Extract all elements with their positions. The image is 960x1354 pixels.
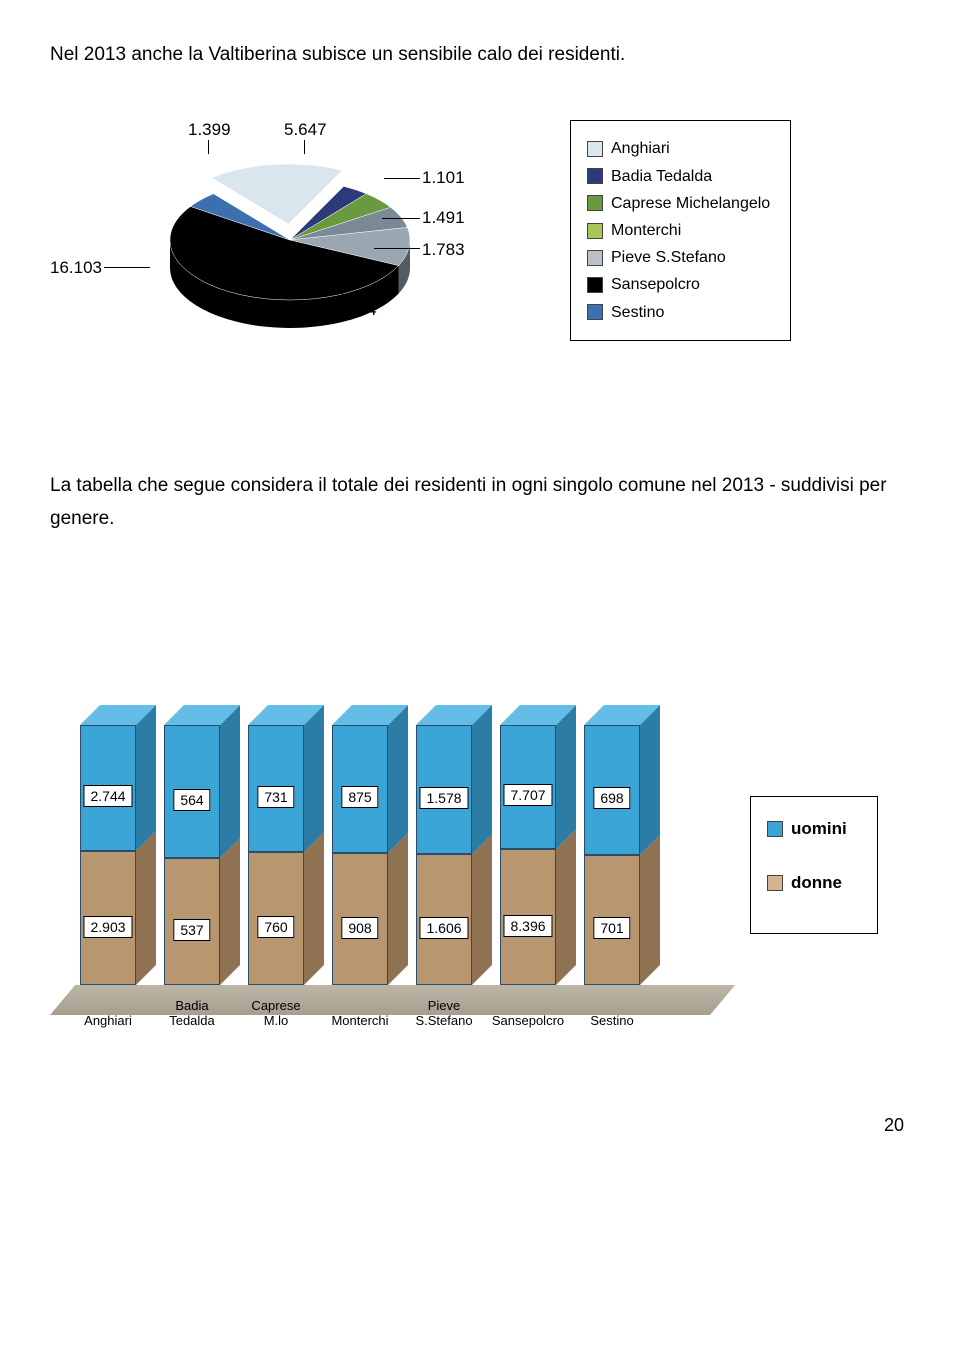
bar-category-label: BadiaTedalda bbox=[169, 999, 215, 1029]
bar-side bbox=[556, 705, 576, 849]
legend-label: uomini bbox=[791, 819, 847, 839]
bar-value-uomini: 7.707 bbox=[503, 784, 552, 806]
bar-category-label: CapreseM.lo bbox=[251, 999, 300, 1029]
pie-callout-anghiari: 5.647 bbox=[284, 120, 327, 140]
bar-value-donne: 908 bbox=[341, 917, 378, 939]
legend-item: Sestino bbox=[587, 299, 770, 326]
bar-value-uomini: 2.744 bbox=[83, 785, 132, 807]
bar-category-label: Monterchi bbox=[331, 1014, 388, 1029]
pie-value-label: 3.184 bbox=[334, 300, 377, 319]
bar-category-label: Anghiari bbox=[84, 1014, 132, 1029]
legend-item: Caprese Michelangelo bbox=[587, 190, 770, 217]
bar-value-uomini: 564 bbox=[173, 789, 210, 811]
legend-swatch bbox=[587, 168, 603, 184]
pie-callout-monterchi: 1.783 bbox=[422, 240, 465, 260]
pie-callout-sansepolcro: 16.103 bbox=[50, 258, 102, 278]
legend-label: Badia Tedalda bbox=[611, 163, 712, 190]
bar-side bbox=[388, 705, 408, 853]
bar-value-donne: 1.606 bbox=[419, 917, 468, 939]
legend-item: Sansepolcro bbox=[587, 271, 770, 298]
legend-label: Anghiari bbox=[611, 135, 670, 162]
legend-swatch bbox=[587, 195, 603, 211]
bar-chart: 2.744 2.903 Anghiari 564 537 BadiaTedalda 731 7… bbox=[50, 675, 710, 1055]
bar-category-label: PieveS.Stefano bbox=[415, 999, 472, 1029]
bar-side bbox=[472, 834, 492, 985]
pie-chart: 16.103 1.399 5.647 1.101 1.491 1.783 3.1… bbox=[50, 120, 510, 380]
legend-label: donne bbox=[791, 873, 842, 893]
legend-swatch bbox=[587, 277, 603, 293]
bar-value-uomini: 1.578 bbox=[419, 787, 468, 809]
legend-item: uomini bbox=[767, 819, 847, 839]
legend-label: Pieve S.Stefano bbox=[611, 244, 726, 271]
legend-item: donne bbox=[767, 873, 847, 893]
bar-side bbox=[136, 705, 156, 851]
bar-legend: uomini donne bbox=[750, 796, 878, 934]
bar-side bbox=[472, 705, 492, 854]
pie-callout-pieve: 3.184 bbox=[334, 300, 377, 320]
legend-swatch bbox=[587, 304, 603, 320]
mid-paragraph: La tabella che segue considera il totale… bbox=[50, 470, 910, 535]
bar-value-uomini: 875 bbox=[341, 786, 378, 808]
pie-value-label: 1.101 bbox=[422, 168, 465, 187]
pie-callout-badia: 1.101 bbox=[422, 168, 465, 188]
bar-value-donne: 701 bbox=[593, 917, 630, 939]
bar-category-label: Sansepolcro bbox=[492, 1014, 564, 1029]
bar-category-label: Sestino bbox=[590, 1014, 633, 1029]
pie-value-label: 1.399 bbox=[188, 120, 231, 139]
legend-swatch bbox=[587, 250, 603, 266]
legend-swatch bbox=[767, 875, 783, 891]
bar-side bbox=[304, 705, 324, 852]
pie-value-label: 1.783 bbox=[422, 240, 465, 259]
pie-value-label: 1.491 bbox=[422, 208, 465, 227]
pie-callout-caprese: 1.491 bbox=[422, 208, 465, 228]
legend-swatch bbox=[767, 821, 783, 837]
legend-item: Monterchi bbox=[587, 217, 770, 244]
bar-value-donne: 2.903 bbox=[83, 916, 132, 938]
legend-swatch bbox=[587, 141, 603, 157]
legend-item: Pieve S.Stefano bbox=[587, 244, 770, 271]
bar-value-uomini: 731 bbox=[257, 786, 294, 808]
legend-label: Monterchi bbox=[611, 217, 681, 244]
pie-svg bbox=[140, 150, 440, 350]
pie-chart-region: 16.103 1.399 5.647 1.101 1.491 1.783 3.1… bbox=[50, 120, 910, 380]
page-number: 20 bbox=[50, 1115, 910, 1136]
bar-value-donne: 760 bbox=[257, 916, 294, 938]
legend-swatch bbox=[587, 223, 603, 239]
bar-side bbox=[220, 838, 240, 985]
bar-side bbox=[388, 833, 408, 985]
legend-label: Sansepolcro bbox=[611, 271, 700, 298]
pie-value-label: 5.647 bbox=[284, 120, 327, 139]
bar-side bbox=[220, 705, 240, 858]
bar-side bbox=[640, 705, 660, 855]
bar-chart-region: 2.744 2.903 Anghiari 564 537 BadiaTedalda 731 7… bbox=[50, 675, 910, 1055]
pie-legend: AnghiariBadia TedaldaCaprese Michelangel… bbox=[570, 120, 791, 340]
pie-callout-sestino: 1.399 bbox=[188, 120, 231, 140]
bar-side bbox=[304, 832, 324, 985]
bar-value-uomini: 698 bbox=[593, 787, 630, 809]
intro-paragraph: Nel 2013 anche la Valtiberina subisce un… bbox=[50, 40, 910, 70]
legend-label: Caprese Michelangelo bbox=[611, 190, 770, 217]
bar-value-donne: 8.396 bbox=[503, 915, 552, 937]
bar-chart-floor bbox=[50, 985, 735, 1015]
legend-item: Badia Tedalda bbox=[587, 163, 770, 190]
bar-side bbox=[556, 829, 576, 985]
bar-side bbox=[136, 831, 156, 985]
legend-item: Anghiari bbox=[587, 135, 770, 162]
bar-value-donne: 537 bbox=[173, 919, 210, 941]
legend-label: Sestino bbox=[611, 299, 664, 326]
pie-value-label: 16.103 bbox=[50, 258, 102, 277]
bar-side bbox=[640, 835, 660, 985]
